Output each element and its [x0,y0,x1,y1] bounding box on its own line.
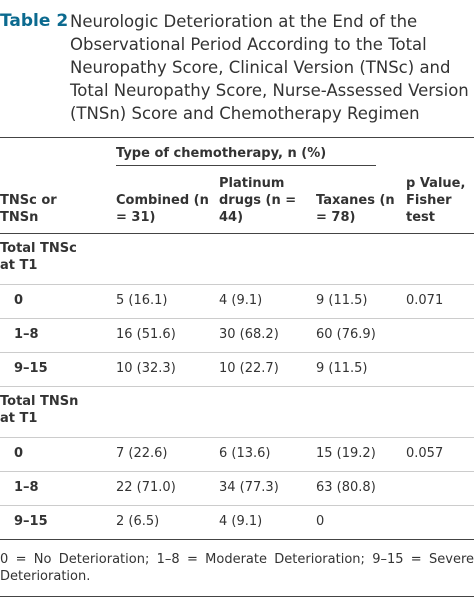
table-cell: 0 [14,446,24,461]
table-cell: 16 (51.6) [116,327,176,342]
table-cell: 4 (9.1) [219,514,263,529]
table-cell: 60 (76.9) [316,327,376,342]
rule [0,137,474,138]
row-rule [0,386,474,387]
table-cell: 7 (22.6) [116,446,168,461]
table-cell: 4 (9.1) [219,293,263,308]
table-cell: 9 (11.5) [316,293,368,308]
column-header: Taxanes (n = 78) [316,193,395,225]
table-cell: 9–15 [14,514,48,529]
column-header: Platinum drugs (n = 44) [219,176,297,225]
section-label: Total TNSc at T1 [0,241,77,273]
group-header: Type of chemotherapy, n (%) [116,146,327,161]
table-cell: 9 (11.5) [316,361,368,376]
row-rule [0,505,474,506]
table-cell: 10 (22.7) [219,361,279,376]
rule [0,539,474,540]
row-rule [0,437,474,438]
table-cell: 34 (77.3) [219,480,279,495]
row-rule [0,352,474,353]
row-rule [0,284,474,285]
rule [0,596,474,597]
row-rule [0,318,474,319]
rule [116,165,376,166]
table-cell: 0 [316,514,325,529]
table-cell: 2 (6.5) [116,514,160,529]
table-cell: 1–8 [14,327,39,342]
table-cell: 5 (16.1) [116,293,168,308]
table-cell: 30 (68.2) [219,327,279,342]
column-header: p Value, Fisher test [406,176,466,225]
table-cell: 63 (80.8) [316,480,376,495]
column-header: TNSc or TNSn [0,193,57,225]
table-cell: 0 [14,293,24,308]
table-cell: 10 (32.3) [116,361,176,376]
footnote: 0 = No Deterioration; 1–8 = Moderate Det… [0,552,474,584]
table-cell: 22 (71.0) [116,480,176,495]
row-rule [0,471,474,472]
table-cell: 0.071 [406,293,444,308]
table-title: Neurologic Deterioration at the End of t… [70,12,469,123]
table-cell: 1–8 [14,480,39,495]
table-cell: 6 (13.6) [219,446,271,461]
table-label: Table 2 [0,11,69,31]
table-cell: 15 (19.2) [316,446,376,461]
rule [0,233,474,234]
table-cell: 0.057 [406,446,444,461]
table-cell: 9–15 [14,361,48,376]
column-header: Combined (n = 31) [116,193,209,225]
section-label: Total TNSn at T1 [0,394,79,426]
